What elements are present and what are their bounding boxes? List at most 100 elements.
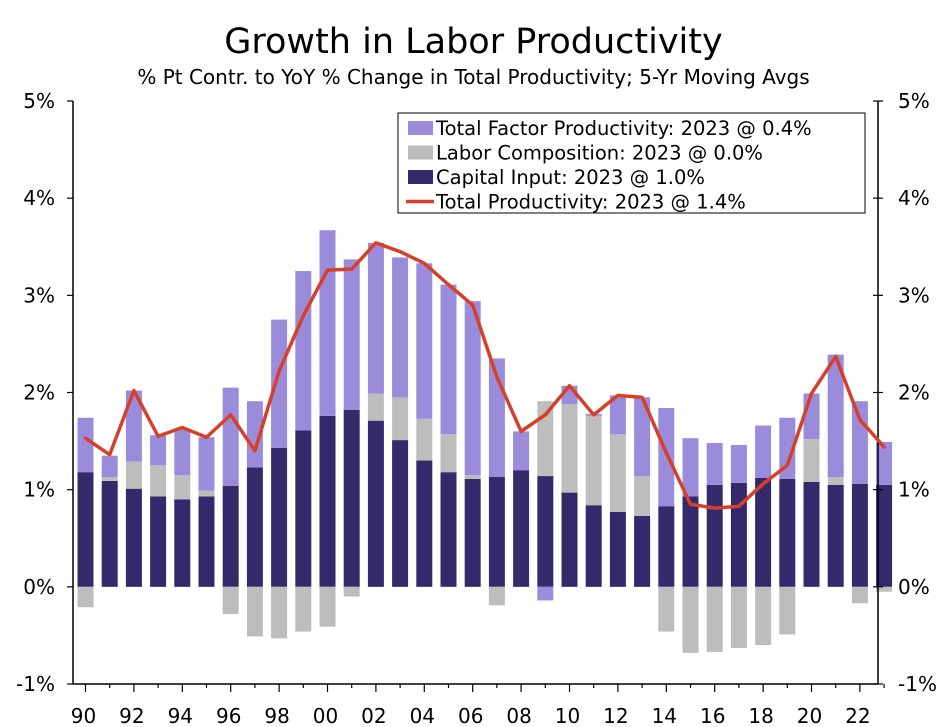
bar-labor-composition-2012 — [609, 434, 626, 513]
bar-total-factor-productivity-2015 — [682, 438, 699, 497]
bar-labor-composition-2009 — [537, 401, 554, 477]
x-tick-label: 18 — [748, 704, 773, 727]
chart-title: Growth in Labor Productivity — [224, 22, 723, 62]
bar-total-factor-productivity-2009 — [537, 586, 554, 601]
bar-capital-input-2000 — [319, 415, 336, 587]
bar-labor-composition-1996 — [222, 586, 239, 615]
x-tick-label: 16 — [700, 704, 725, 727]
bar-capital-input-2019 — [779, 478, 796, 587]
bar-total-factor-productivity-2019 — [779, 417, 796, 479]
bar-capital-input-1992 — [125, 488, 142, 587]
bar-total-factor-productivity-2023 — [876, 442, 893, 485]
bar-labor-composition-2023 — [876, 586, 893, 592]
y-tick-label-right: 5% — [898, 89, 930, 113]
y-tick-label-left: 2% — [23, 381, 55, 405]
x-tick-label: 14 — [652, 704, 677, 727]
bar-labor-composition-2017 — [730, 586, 747, 649]
bar-capital-input-2015 — [682, 496, 699, 587]
y-tick-label-right: 0% — [898, 575, 930, 599]
bar-labor-composition-1998 — [271, 586, 288, 639]
bar-labor-composition-1992 — [125, 461, 142, 489]
legend-label-labor-composition: Labor Composition: 2023 @ 0.0% — [436, 142, 763, 165]
axes-layer: -1% -1% 0% 0% 1% 1% 2% 2% 3% 3% 4% 4% 5% 5% 90 92 94 96 98… — [16, 89, 937, 727]
bar-labor-composition-2002 — [367, 393, 384, 421]
bar-total-factor-productivity-2014 — [658, 408, 675, 507]
bar-total-factor-productivity-1999 — [295, 271, 312, 431]
bar-capital-input-1991 — [101, 480, 118, 587]
bar-capital-input-2017 — [730, 482, 747, 587]
bar-labor-composition-2004 — [416, 418, 433, 461]
bar-capital-input-1999 — [295, 430, 312, 587]
bar-total-factor-productivity-2017 — [730, 444, 747, 483]
bar-capital-input-1996 — [222, 485, 239, 587]
bar-capital-input-1995 — [198, 496, 215, 587]
y-tick-label-right: 3% — [898, 283, 930, 307]
bar-total-factor-productivity-1993 — [150, 435, 167, 466]
x-tick-label: 06 — [458, 704, 483, 727]
y-tick-label-right: 4% — [898, 186, 930, 210]
bar-labor-composition-2015 — [682, 586, 699, 653]
bar-labor-composition-1999 — [295, 586, 312, 632]
bar-total-factor-productivity-2018 — [755, 425, 772, 479]
bar-labor-composition-2018 — [755, 586, 772, 646]
bar-total-factor-productivity-2005 — [440, 284, 457, 435]
bar-capital-input-1998 — [271, 447, 288, 587]
bar-capital-input-2020 — [803, 481, 820, 587]
bar-capital-input-2004 — [416, 460, 433, 587]
bar-total-factor-productivity-2003 — [392, 257, 409, 398]
bar-labor-composition-2021 — [827, 477, 844, 485]
bar-total-factor-productivity-1990 — [77, 417, 94, 473]
bar-labor-composition-2022 — [851, 586, 868, 604]
bar-total-factor-productivity-2008 — [513, 431, 530, 471]
x-tick-label: 08 — [506, 704, 531, 727]
bar-total-factor-productivity-1992 — [125, 390, 142, 462]
bar-capital-input-2001 — [343, 409, 360, 587]
x-tick-label: 20 — [797, 704, 822, 727]
y-tick-label-left: 5% — [23, 89, 55, 113]
bar-capital-input-2016 — [706, 484, 723, 587]
bar-labor-composition-2019 — [779, 586, 796, 635]
bar-labor-composition-2006 — [464, 475, 481, 479]
bar-total-factor-productivity-2022 — [851, 401, 868, 484]
bar-total-factor-productivity-2001 — [343, 259, 360, 410]
bar-capital-input-2002 — [367, 420, 384, 587]
bar-labor-composition-2007 — [488, 586, 505, 606]
bar-capital-input-2008 — [513, 470, 530, 587]
bar-capital-input-2012 — [609, 512, 626, 587]
bar-total-factor-productivity-2020 — [803, 393, 820, 440]
y-tick-label-left: 4% — [23, 186, 55, 210]
bar-labor-composition-1991 — [101, 477, 118, 481]
bar-capital-input-2005 — [440, 472, 457, 587]
y-tick-label-right: 1% — [898, 478, 930, 502]
bar-capital-input-2009 — [537, 476, 554, 587]
x-tick-label: 96 — [216, 704, 241, 727]
bar-capital-input-2006 — [464, 478, 481, 587]
y-tick-label-left: 1% — [23, 478, 55, 502]
bar-labor-composition-1997 — [246, 586, 263, 637]
legend-label-capital-input: Capital Input: 2023 @ 1.0% — [436, 166, 705, 189]
bar-total-factor-productivity-1991 — [101, 455, 118, 478]
legend: Total Factor Productivity: 2023 @ 0.4%La… — [397, 112, 866, 214]
bars-layer — [77, 230, 893, 653]
bar-total-factor-productivity-1994 — [174, 429, 191, 476]
bar-labor-composition-2020 — [803, 439, 820, 482]
bar-capital-input-2003 — [392, 440, 409, 587]
bar-capital-input-2014 — [658, 506, 675, 587]
bar-labor-composition-1990 — [77, 586, 94, 608]
x-tick-label: 10 — [555, 704, 580, 727]
bar-total-factor-productivity-2006 — [464, 301, 481, 476]
x-tick-label: 92 — [119, 704, 144, 727]
x-tick-label: 90 — [71, 704, 96, 727]
bar-total-factor-productivity-2016 — [706, 443, 723, 485]
bar-total-factor-productivity-2013 — [634, 397, 651, 477]
bar-labor-composition-2011 — [585, 415, 602, 506]
legend-swatch-labor-composition — [408, 145, 433, 160]
bar-capital-input-2010 — [561, 492, 578, 587]
bar-capital-input-2022 — [851, 483, 868, 587]
legend-box — [397, 112, 866, 214]
x-tick-label: 00 — [313, 704, 338, 727]
line-total-productivity — [83, 241, 886, 510]
bar-labor-composition-2013 — [634, 476, 651, 516]
bar-total-factor-productivity-1995 — [198, 437, 215, 491]
bar-total-factor-productivity-1998 — [271, 319, 288, 448]
